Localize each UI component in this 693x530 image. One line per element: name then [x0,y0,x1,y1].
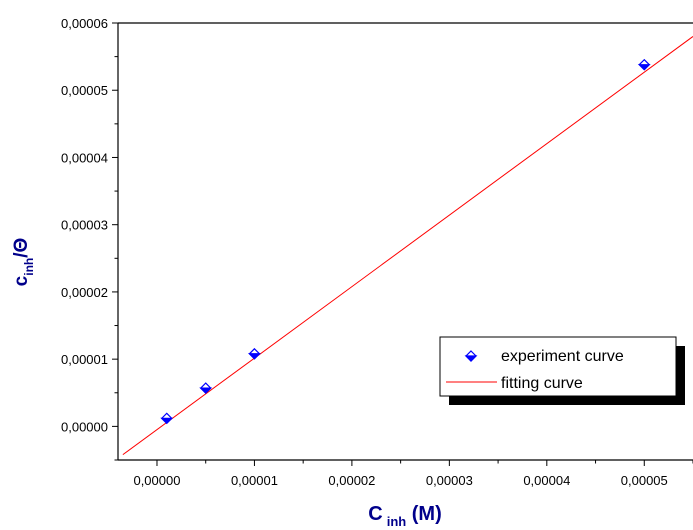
legend-item-experiment-curve: experiment curve [464,348,624,365]
legend-label-experiment-curve: experiment curve [501,348,624,365]
y-axis-title-sub: inh [22,258,36,276]
x-axis-title-sub: inh [387,514,407,529]
legend: experiment curve fitting curve [439,336,685,405]
y-tick-label: 0,00006 [61,16,108,31]
x-tick-label: 0,00003 [426,473,473,488]
legend-label-fitting-curve: fitting curve [501,375,583,392]
legend-item-fitting-curve: fitting curve [446,375,583,392]
y-axis-title: cinh/Θ [11,238,36,287]
y-axis-ticks: 0,00000 0,00001 0,00002 0,00003 0,00004 0,000… [61,16,118,461]
x-tick-label: 0,00001 [231,473,278,488]
data-point-marker [199,382,213,394]
plot-area [117,22,693,461]
x-tick-label: 0,00005 [621,473,668,488]
legend-diamond-shape [464,350,478,362]
legend-diamond-icon [464,350,478,362]
y-tick-label: 0,00005 [61,83,108,98]
x-axis-title-main: C [368,503,382,525]
legend-box [439,336,677,397]
y-axis-title-suffix: /Θ [11,238,32,258]
data-point-marker [637,58,651,71]
data-point-marker [247,347,261,360]
x-tick-label: 0,00004 [523,473,570,488]
y-tick-label: 0,00002 [61,285,108,300]
x-axis-ticks: 0,00000 0,00001 0,00002 0,00003 0,00004 0,000… [133,460,693,488]
y-axis-title-main: c [11,275,32,286]
y-tick-label: 0,00004 [61,150,108,165]
y-tick-label: 0,00001 [61,352,108,367]
fit-line [122,36,693,456]
series-layer [122,36,693,456]
x-tick-label: 0,00002 [328,473,375,488]
x-tick-label: 0,00000 [133,473,180,488]
data-point-marker [160,412,174,425]
x-axis-title-suffix: (M) [406,503,442,525]
y-tick-label: 0,00003 [61,218,108,233]
y-tick-label: 0,00000 [61,419,108,434]
